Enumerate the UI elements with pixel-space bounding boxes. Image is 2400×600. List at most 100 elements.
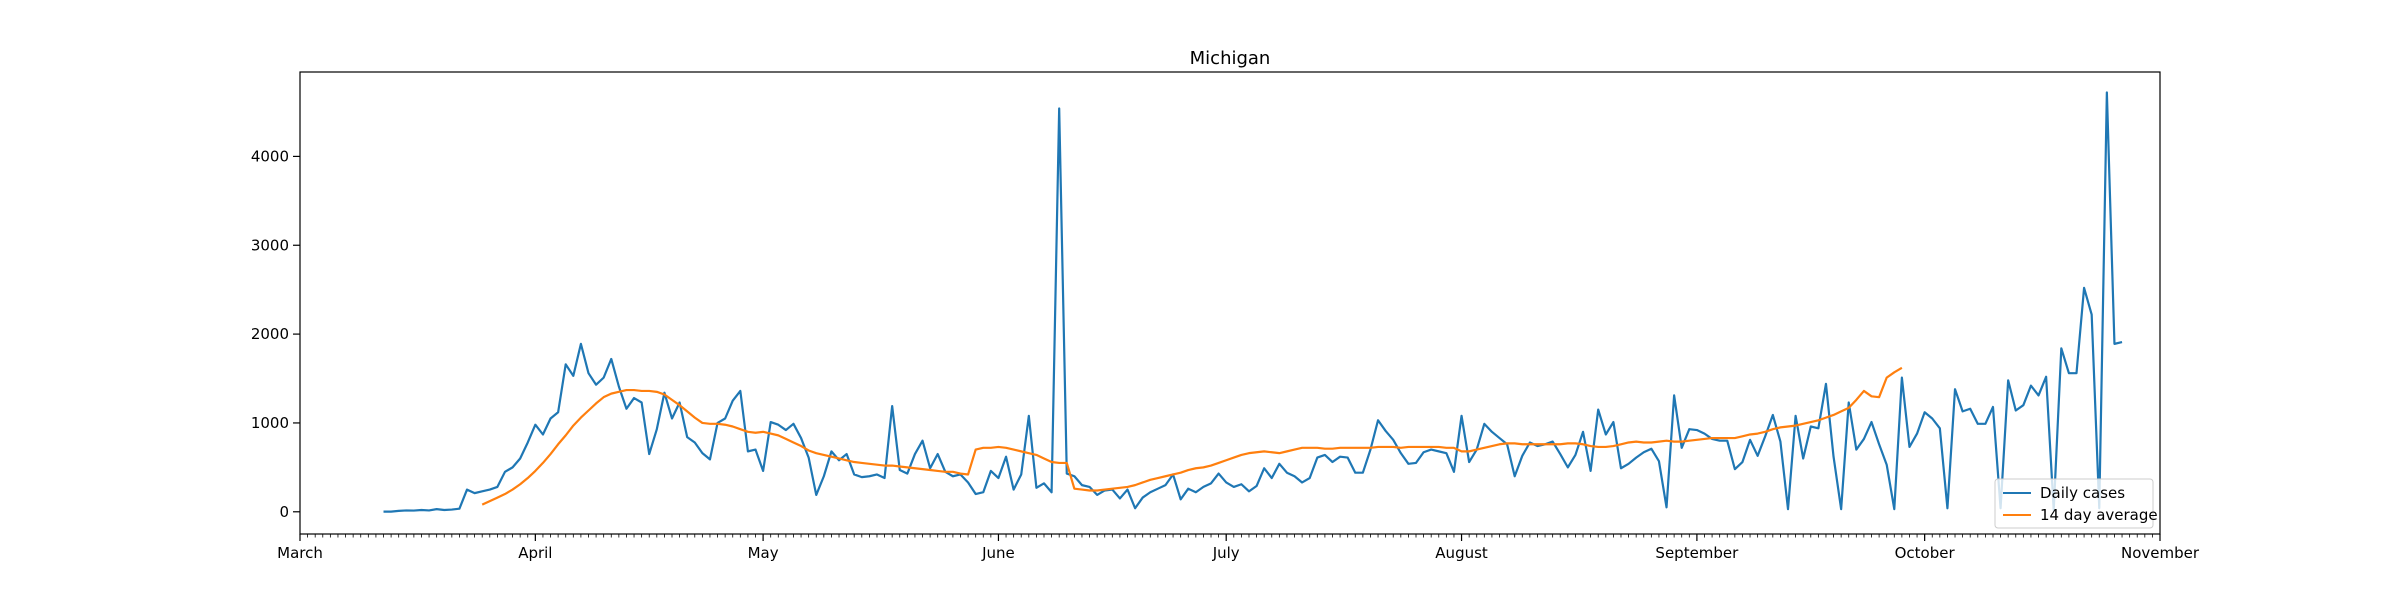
data-point — [777, 434, 779, 436]
data-point — [998, 477, 1000, 479]
data-point — [626, 408, 628, 410]
data-point — [1142, 497, 1144, 499]
data-point — [1324, 454, 1326, 456]
series-line-14-day-average — [481, 366, 1903, 506]
data-point — [1559, 453, 1561, 455]
data-point — [1028, 415, 1030, 417]
data-point — [588, 372, 590, 374]
data-point — [1673, 441, 1675, 443]
data-point — [686, 410, 688, 412]
data-point — [884, 477, 886, 479]
data-point — [1802, 423, 1804, 425]
data-point — [1187, 469, 1189, 471]
data-point — [1119, 498, 1121, 500]
data-point — [808, 457, 810, 459]
data-point — [1225, 482, 1227, 484]
data-point — [519, 483, 521, 485]
data-point — [747, 431, 749, 433]
data-point — [1772, 428, 1774, 430]
data-point — [1984, 423, 1986, 425]
data-point — [1271, 477, 1273, 479]
data-point — [1666, 440, 1668, 442]
data-point — [914, 453, 916, 455]
data-point — [1051, 491, 1053, 493]
data-point — [436, 508, 438, 510]
data-point — [2121, 341, 2123, 343]
data-point — [694, 442, 696, 444]
legend-label-14-day-average: 14 day average — [2040, 506, 2158, 524]
data-point — [1408, 446, 1410, 448]
data-point — [1620, 467, 1622, 469]
data-point — [1385, 430, 1387, 432]
data-point — [1339, 456, 1341, 458]
data-point — [785, 438, 787, 440]
data-point — [1681, 441, 1683, 443]
data-point — [1559, 443, 1561, 445]
data-point — [572, 375, 574, 377]
data-point — [512, 489, 514, 491]
data-point — [815, 494, 817, 496]
data-point — [1187, 488, 1189, 490]
data-point — [975, 493, 977, 495]
x-tick-label: July — [1212, 544, 1240, 562]
data-point — [739, 390, 741, 392]
data-point — [496, 497, 498, 499]
data-point — [1385, 446, 1387, 448]
data-point — [1658, 460, 1660, 462]
data-point — [489, 489, 491, 491]
data-point — [975, 449, 977, 451]
plot-frame — [299, 71, 2161, 535]
data-point — [1309, 447, 1311, 449]
data-point — [846, 459, 848, 461]
x-tick-label: November — [2121, 544, 2200, 562]
data-point — [1461, 415, 1463, 417]
data-point — [1992, 406, 1994, 408]
data-point — [1445, 452, 1447, 454]
x-tick-label: June — [981, 544, 1015, 562]
data-point — [1635, 441, 1637, 443]
data-point — [1529, 443, 1531, 445]
data-point — [1810, 426, 1812, 428]
data-point — [1597, 446, 1599, 448]
data-point — [1977, 423, 1979, 425]
data-point — [2038, 395, 2040, 397]
data-point — [1962, 410, 1964, 412]
data-point — [853, 461, 855, 463]
data-point — [648, 453, 650, 455]
data-point — [1742, 461, 1744, 463]
data-point — [1878, 396, 1880, 398]
data-point — [664, 394, 666, 396]
data-point — [618, 386, 620, 388]
data-point — [876, 474, 878, 476]
data-point — [398, 510, 400, 512]
data-point — [1643, 451, 1645, 453]
data-point — [1658, 441, 1660, 443]
data-point — [1840, 508, 1842, 510]
data-point — [1650, 448, 1652, 450]
data-point — [1696, 429, 1698, 431]
data-point — [1445, 447, 1447, 449]
data-point — [1878, 443, 1880, 445]
y-tick-label: 3000 — [251, 236, 289, 254]
data-point — [1377, 446, 1379, 448]
data-point — [1719, 437, 1721, 439]
data-point — [679, 402, 681, 404]
data-point — [1673, 395, 1675, 397]
data-point — [1020, 474, 1022, 476]
data-point — [633, 389, 635, 391]
data-point — [1286, 450, 1288, 452]
data-point — [1772, 414, 1774, 416]
data-point — [967, 482, 969, 484]
data-point — [823, 454, 825, 456]
data-point — [1757, 433, 1759, 435]
data-point — [1514, 442, 1516, 444]
data-point — [1096, 490, 1098, 492]
data-point — [2076, 372, 2078, 374]
data-point — [1704, 433, 1706, 435]
data-point — [534, 424, 536, 426]
x-tick-label: August — [1435, 544, 1488, 562]
data-point — [1104, 489, 1106, 491]
data-point — [1278, 452, 1280, 454]
data-point — [1764, 431, 1766, 433]
data-point — [1073, 475, 1075, 477]
